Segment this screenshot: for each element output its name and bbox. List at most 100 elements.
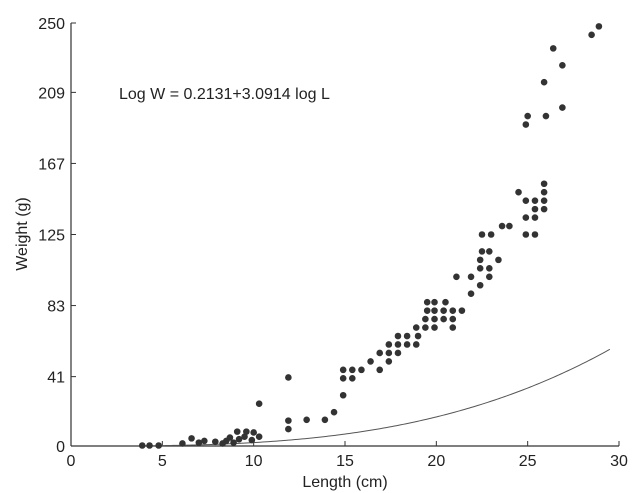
- data-point: [476, 265, 484, 272]
- data-point: [453, 273, 460, 281]
- data-point: [201, 437, 208, 445]
- data-point: [233, 428, 241, 435]
- data-point: [235, 435, 243, 443]
- data-point: [255, 400, 263, 408]
- data-point: [487, 231, 495, 238]
- data-point: [339, 366, 347, 374]
- data-point: [522, 197, 530, 204]
- data-point: [449, 315, 457, 323]
- y-axis-title: Weight (g): [14, 197, 31, 271]
- x-tick-label: 0: [67, 453, 76, 470]
- data-point: [414, 332, 422, 340]
- data-point: [285, 417, 292, 424]
- data-point: [478, 248, 486, 255]
- data-point: [449, 307, 457, 314]
- data-point: [376, 349, 384, 357]
- data-point: [349, 375, 356, 382]
- data-point: [385, 349, 393, 357]
- data-point: [549, 45, 557, 52]
- data-point: [486, 248, 493, 255]
- data-point: [230, 439, 237, 446]
- data-point: [339, 391, 347, 399]
- data-point: [442, 298, 449, 306]
- data-point: [303, 416, 310, 424]
- data-point: [195, 439, 203, 446]
- data-point: [531, 231, 539, 238]
- ticks: 0 5 10 15 20 25 30 0 41 83 125 167 209 250: [38, 16, 628, 470]
- data-point: [531, 214, 539, 221]
- data-point: [423, 307, 431, 314]
- data-point: [394, 332, 402, 340]
- data-point: [412, 341, 420, 348]
- y-tick-label: 250: [38, 16, 65, 33]
- data-point: [522, 214, 530, 221]
- fit-curve: [140, 348, 611, 447]
- data-point: [250, 429, 257, 436]
- data-point: [476, 256, 484, 264]
- data-point: [478, 231, 486, 238]
- y-tick-label: 167: [38, 156, 65, 173]
- data-point: [524, 112, 531, 120]
- data-point: [486, 265, 493, 272]
- x-tick-label: 10: [245, 453, 263, 470]
- data-point: [412, 324, 420, 331]
- data-point: [431, 315, 438, 323]
- data-point: [476, 281, 484, 289]
- data-point: [531, 205, 539, 213]
- data-point: [138, 442, 146, 449]
- data-point: [255, 433, 263, 440]
- x-tick-label: 30: [610, 453, 628, 470]
- data-point: [212, 438, 219, 446]
- data-point: [248, 436, 256, 444]
- y-tick-label: 83: [47, 299, 65, 316]
- data-point: [349, 366, 356, 374]
- data-point: [422, 315, 429, 323]
- data-point: [285, 425, 292, 433]
- data-point: [486, 273, 493, 281]
- data-point: [431, 298, 438, 306]
- x-tick-label: 5: [158, 453, 167, 470]
- data-point: [285, 374, 292, 381]
- data-point: [595, 23, 603, 30]
- data-point: [540, 188, 548, 196]
- y-tick-label: 0: [56, 439, 65, 456]
- data-point: [155, 442, 162, 449]
- data-point: [467, 290, 475, 298]
- equation-annotation: Log W = 0.2131+3.0914 log L: [119, 86, 330, 103]
- data-point: [522, 231, 530, 238]
- data-point: [367, 358, 374, 365]
- data-point: [188, 435, 195, 442]
- data-point: [467, 273, 475, 281]
- y-tick-label: 41: [47, 370, 65, 387]
- data-point: [243, 428, 250, 435]
- data-point: [440, 307, 447, 314]
- data-point: [559, 62, 566, 69]
- data-point: [385, 358, 393, 365]
- data-point: [385, 341, 393, 348]
- data-point: [226, 434, 234, 441]
- data-point: [358, 366, 365, 374]
- data-point: [559, 104, 566, 111]
- data-point: [339, 375, 347, 382]
- data-point: [540, 205, 548, 213]
- data-point: [531, 197, 539, 204]
- data-point: [403, 332, 411, 340]
- data-point: [506, 222, 513, 230]
- data-point: [403, 341, 411, 348]
- data-point: [376, 366, 384, 374]
- data-point: [540, 78, 548, 86]
- data-point: [515, 188, 522, 196]
- data-point: [330, 408, 338, 416]
- y-tick-label: 209: [38, 85, 65, 102]
- data-point: [458, 307, 466, 314]
- data-point: [146, 442, 153, 449]
- data-point: [495, 256, 502, 264]
- data-point: [431, 324, 438, 331]
- x-tick-label: 25: [519, 453, 537, 470]
- data-point: [540, 180, 548, 188]
- data-point: [394, 341, 402, 348]
- data-point: [449, 324, 457, 331]
- data-point: [431, 307, 438, 314]
- data-points: [138, 23, 603, 449]
- data-point: [498, 222, 506, 230]
